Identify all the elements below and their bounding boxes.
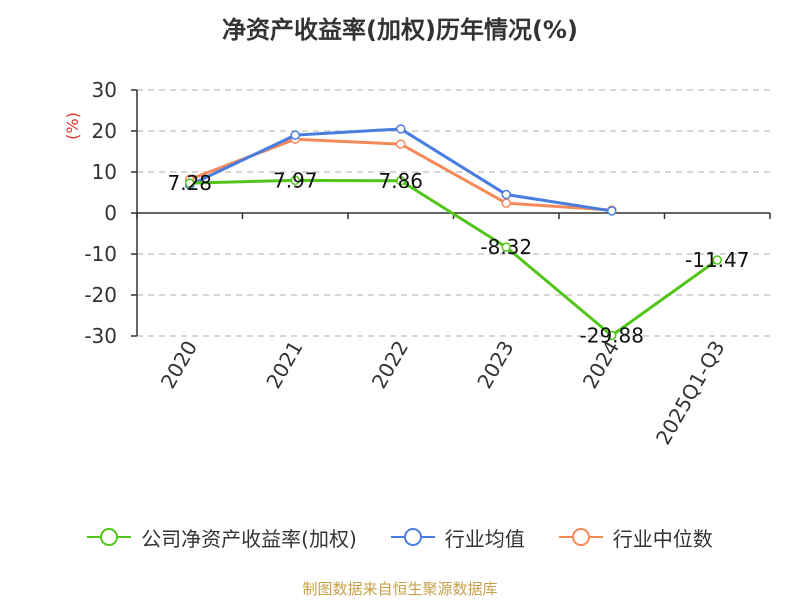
legend-marker-company <box>87 527 132 547</box>
y-tick-label: -30 <box>84 324 117 348</box>
y-tick-label: -20 <box>84 283 117 307</box>
x-tick-label: 2021 <box>261 337 307 393</box>
data-label: 7.86 <box>378 169 423 193</box>
legend-label-industry-median: 行业中位数 <box>612 526 713 551</box>
label-layer: 7.28 7.97 7.86 -8.32 -29.88 -11.47 <box>167 168 749 347</box>
data-point[interactable] <box>607 330 617 341</box>
data-label: -8.32 <box>480 235 532 259</box>
data-label: -11.47 <box>685 248 749 272</box>
chart-title: 净资产收益率(加权)历年情况(%) <box>222 16 578 44</box>
source-footer: 制图数据来自恒生聚源数据库 <box>302 580 498 598</box>
legend-item-company[interactable]: 公司净资产收益率(加权) <box>87 523 357 552</box>
data-label: -29.88 <box>580 324 644 348</box>
series-line <box>189 178 719 338</box>
data-point[interactable] <box>396 176 406 186</box>
data-point[interactable] <box>185 178 195 188</box>
legend-label-industry-mean: 行业均值 <box>444 526 525 551</box>
data-label: 7.97 <box>273 168 318 192</box>
legend-marker-industry-median <box>558 527 603 547</box>
y-tick-label: 10 <box>92 160 117 184</box>
data-point[interactable] <box>501 242 511 252</box>
data-point[interactable] <box>290 175 300 186</box>
y-tick-label: 0 <box>104 201 117 225</box>
legend-marker-industry-mean <box>390 527 435 547</box>
legend-item-industry-mean[interactable]: 行业均值 <box>390 523 525 552</box>
y-axis-label: (%) <box>63 112 82 140</box>
data-point[interactable] <box>501 189 511 200</box>
x-tick-label: 2025Q1-Q3 <box>651 337 730 449</box>
x-tick-label: 2022 <box>367 337 413 393</box>
data-point[interactable] <box>712 255 722 265</box>
x-tick-label: 2020 <box>156 337 202 393</box>
series-layer <box>185 124 722 341</box>
data-point[interactable] <box>396 124 406 134</box>
x-tick-label: 2023 <box>472 337 518 393</box>
data-point[interactable] <box>607 206 617 216</box>
y-tick-label: 30 <box>92 78 117 102</box>
data-point[interactable] <box>501 198 511 208</box>
data-point[interactable] <box>290 130 300 140</box>
data-label: 7.28 <box>167 171 212 195</box>
data-point[interactable] <box>396 139 406 149</box>
legend: 公司净资产收益率(加权) 行业均值 行业中位数 <box>0 520 800 554</box>
legend-label-company: 公司净资产收益率(加权) <box>141 526 357 551</box>
legend-item-industry-median[interactable]: 行业中位数 <box>558 523 713 552</box>
y-tick-label: -10 <box>84 242 117 266</box>
y-tick-label: 20 <box>92 119 117 143</box>
